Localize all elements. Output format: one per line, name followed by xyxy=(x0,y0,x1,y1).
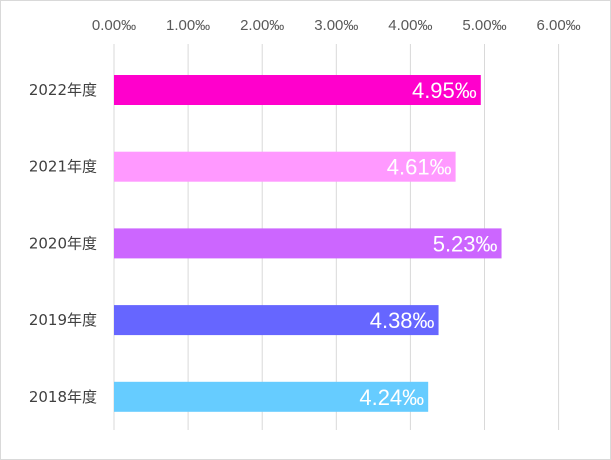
x-tick-label: 1.00‰ xyxy=(166,17,210,34)
category-label: 2020年度 xyxy=(29,234,97,252)
data-label: 5.23‰ xyxy=(433,231,498,256)
category-label: 2021年度 xyxy=(29,158,97,176)
x-tick-label: 5.00‰ xyxy=(462,17,506,34)
x-tick-label: 4.00‰ xyxy=(388,17,432,34)
bars xyxy=(114,75,502,412)
category-label: 2018年度 xyxy=(29,388,97,406)
data-label: 4.95‰ xyxy=(412,78,477,103)
data-label: 4.38‰ xyxy=(370,308,435,333)
x-tick-label: 0.00‰ xyxy=(92,17,136,34)
x-axis-ticks: 0.00‰ 1.00‰ 2.00‰ 3.00‰ 4.00‰ 5.00‰ 6.00‰ xyxy=(92,17,581,34)
x-tick-label: 3.00‰ xyxy=(314,17,358,34)
bar xyxy=(114,228,502,259)
bar xyxy=(114,151,456,182)
bar xyxy=(114,381,429,412)
x-tick-label: 2.00‰ xyxy=(240,17,284,34)
data-labels: 4.95‰ 4.61‰ 5.23‰ 4.38‰ 4.24‰ xyxy=(359,78,497,410)
category-label: 2019年度 xyxy=(29,311,97,329)
bar xyxy=(114,305,439,336)
data-label: 4.24‰ xyxy=(359,385,424,410)
x-tick-label: 6.00‰ xyxy=(536,17,580,34)
category-label: 2022年度 xyxy=(29,81,97,99)
bar xyxy=(114,75,481,105)
category-labels: 2022年度 2021年度 2020年度 2019年度 2018年度 xyxy=(29,81,97,406)
data-label: 4.61‰ xyxy=(387,155,452,180)
